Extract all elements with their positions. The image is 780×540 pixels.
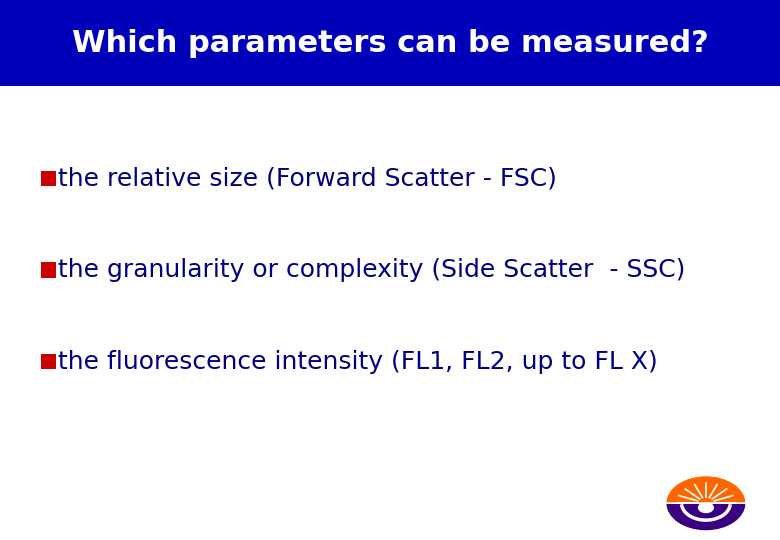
Bar <box>41 354 55 369</box>
Wedge shape <box>665 503 746 531</box>
Text: Which parameters can be measured?: Which parameters can be measured? <box>72 29 708 58</box>
Text: the granularity or complexity (Side Scatter  - SSC): the granularity or complexity (Side Scat… <box>58 258 686 282</box>
Bar <box>41 171 55 186</box>
Wedge shape <box>665 475 746 503</box>
Text: the fluorescence intensity (FL1, FL2, up to FL X): the fluorescence intensity (FL1, FL2, up… <box>58 350 658 374</box>
Bar <box>0 0 780 86</box>
Circle shape <box>698 502 714 513</box>
Bar <box>41 262 55 278</box>
Text: the relative size (Forward Scatter - FSC): the relative size (Forward Scatter - FSC… <box>58 166 558 190</box>
